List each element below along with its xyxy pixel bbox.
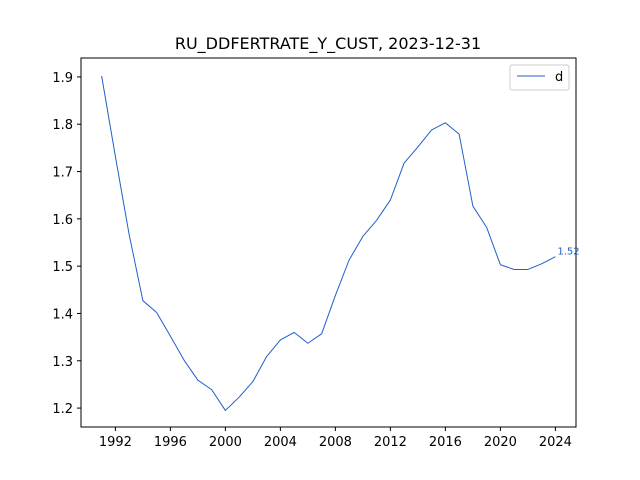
x-tick-label: 2012: [374, 435, 407, 450]
y-tick-label: 1.8: [52, 118, 73, 133]
plot-area: [80, 57, 577, 428]
series-end-label: 1.52: [557, 247, 579, 258]
y-tick-label: 1.6: [52, 213, 73, 228]
legend: d: [509, 64, 570, 91]
x-axis: 1992 1996 2000 2004 2008 2012 2016 2020 2024: [99, 427, 572, 450]
x-tick-label: 2020: [484, 435, 517, 450]
legend-label: d: [555, 70, 563, 85]
legend-box: [509, 64, 570, 91]
y-tick-label: 1.9: [52, 71, 73, 86]
series-layer: [101, 75, 556, 411]
x-tick-label: 1996: [154, 435, 187, 450]
y-tick-label: 1.5: [52, 260, 73, 275]
y-tick-label: 1.7: [52, 166, 73, 181]
x-tick-label: 2016: [429, 435, 462, 450]
y-tick-label: 1.3: [52, 355, 73, 370]
y-axis: 1.2 1.3 1.4 1.5 1.6 1.7 1.8 1.9: [52, 71, 81, 417]
x-tick-label: 1992: [99, 435, 132, 450]
chart-title: RU_DDFERTRATE_Y_CUST, 2023-12-31: [175, 34, 481, 54]
y-tick-label: 1.4: [52, 307, 73, 322]
x-tick-label: 2004: [264, 435, 297, 450]
y-tick-label: 1.2: [52, 402, 73, 417]
x-tick-label: 2000: [209, 435, 242, 450]
x-tick-label: 2024: [539, 435, 572, 450]
x-tick-label: 2008: [319, 435, 352, 450]
series-line: [101, 75, 556, 411]
